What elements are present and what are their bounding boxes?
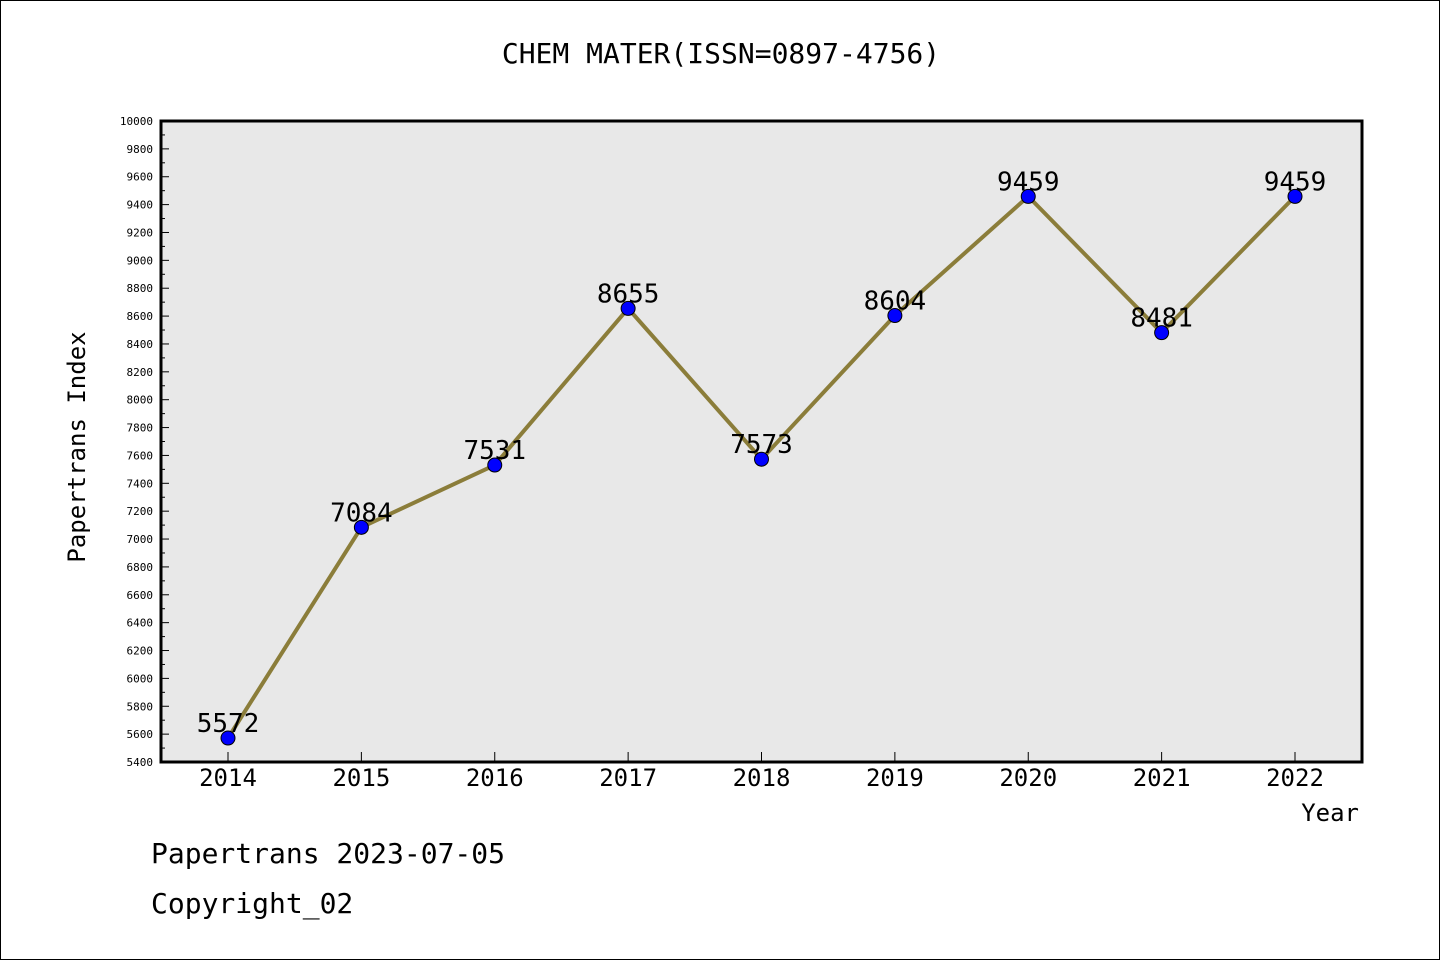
y-tick-label: 9600: [127, 171, 154, 184]
y-tick-label: 5600: [127, 728, 154, 741]
y-tick-label: 8400: [127, 338, 154, 351]
y-tick-label: 9000: [127, 254, 154, 267]
x-tick-label: 2020: [999, 764, 1057, 792]
series-layer: 5572 7084 7531 8655 7573 8604 9459 8481 9459: [197, 167, 1327, 746]
data-point: [1020, 188, 1036, 204]
y-tick-label: 7800: [127, 422, 154, 435]
data-label: 7573: [730, 430, 793, 460]
data-point: [887, 308, 903, 324]
y-tick-label: 6600: [127, 589, 154, 602]
y-tick-label: 10000: [120, 115, 153, 128]
data-label: 5572: [197, 709, 260, 739]
data-point: [1287, 188, 1303, 204]
y-tick-label: 6400: [127, 617, 154, 630]
x-tick-label: 2018: [733, 764, 791, 792]
data-point: [620, 300, 636, 316]
y-axis-label: Papertrans Index: [63, 331, 91, 562]
y-tick-label: 7600: [127, 449, 154, 462]
y-tick-label: 9800: [127, 143, 154, 156]
y-tick-label: 8600: [127, 310, 154, 323]
y-tick-label: 6000: [127, 672, 154, 685]
data-label: 7084: [330, 498, 393, 528]
plot-area: [159, 119, 1364, 764]
y-axis: 5400 5600 5800 6000 6200 6400 6600 6800 7000 7200…: [120, 115, 169, 769]
footer-date: Papertrans 2023-07-05: [151, 837, 506, 870]
data-point: [353, 519, 369, 535]
y-tick-label: 9200: [127, 226, 154, 239]
data-label: 8604: [864, 287, 927, 317]
x-tick-label: 2019: [866, 764, 924, 792]
x-axis: 2014 2015 2016 2017 2018 2019 2020 2021 2022: [199, 752, 1324, 792]
x-tick-label: 2017: [599, 764, 657, 792]
y-tick-label: 9400: [127, 199, 154, 212]
x-tick-label: 2014: [199, 764, 257, 792]
y-tick-label: 7200: [127, 505, 154, 518]
data-label: 7531: [463, 436, 526, 466]
y-tick-label: 5400: [127, 756, 154, 769]
y-tick-label: 7000: [127, 533, 154, 546]
y-tick-label: 6800: [127, 561, 154, 574]
y-tick-label: 7400: [127, 477, 154, 490]
y-tick-label: 8800: [127, 282, 154, 295]
footer-copyright: Copyright_02: [151, 887, 354, 920]
x-tick-label: 2015: [332, 764, 390, 792]
chart-title: CHEM MATER(ISSN=0897-4756): [501, 37, 941, 70]
x-axis-label: Year: [1301, 799, 1359, 827]
x-tick-label: 2021: [1133, 764, 1191, 792]
data-point: [1154, 325, 1170, 341]
x-tick-label: 2016: [466, 764, 524, 792]
y-tick-label: 5800: [127, 700, 154, 713]
y-tick-label: 8000: [127, 394, 154, 407]
data-label: 8655: [597, 279, 660, 309]
data-label: 9459: [997, 167, 1060, 197]
data-point: [220, 730, 236, 746]
data-label: 9459: [1264, 167, 1327, 197]
data-point: [487, 457, 503, 473]
data-label: 8481: [1130, 304, 1193, 334]
data-point: [754, 451, 769, 467]
y-tick-label: 8200: [127, 366, 154, 379]
x-tick-label: 2022: [1266, 764, 1324, 792]
y-tick-label: 6200: [127, 645, 154, 658]
